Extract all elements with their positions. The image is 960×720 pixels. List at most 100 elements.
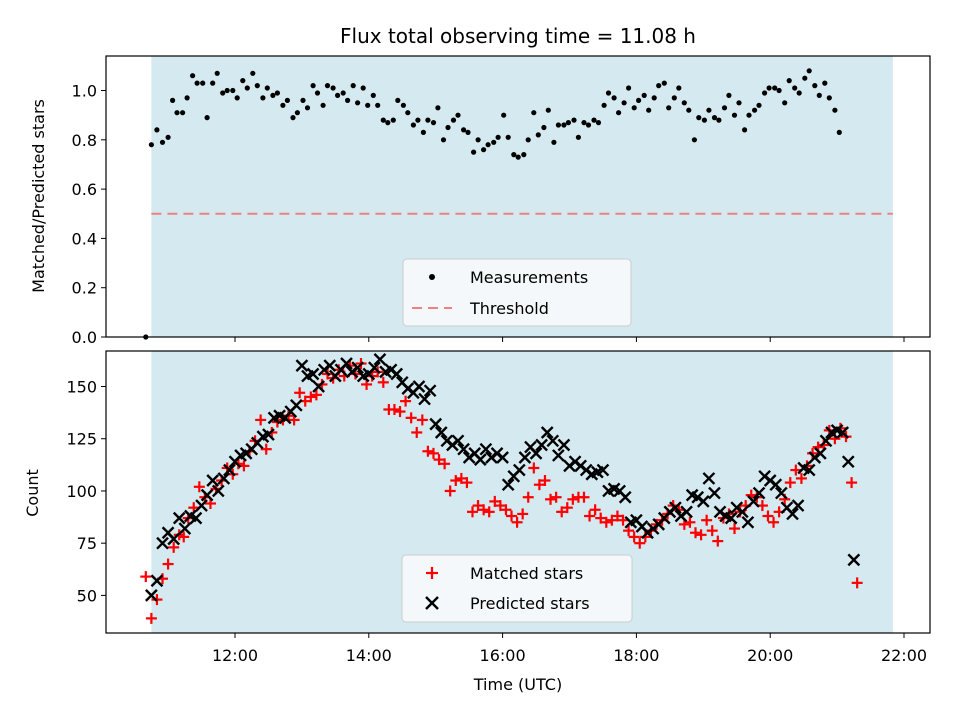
- measurement-point: [742, 127, 748, 133]
- predicted-star-point: [206, 474, 220, 487]
- predicted-star-point-b: [323, 359, 337, 372]
- predicted-star-point: [457, 442, 470, 456]
- legend-matched-marker: [426, 567, 438, 579]
- matched-star-point: [807, 447, 819, 459]
- predicted-star-points: [145, 353, 861, 602]
- predicted-star-point: [473, 453, 487, 466]
- bottom-y-tick-label: 125: [66, 430, 97, 449]
- measurement-point: [691, 137, 698, 143]
- predicted-star-point: [702, 472, 716, 485]
- measurement-point: [571, 117, 577, 123]
- predicted-star-point: [814, 447, 827, 460]
- predicted-star-point-b: [423, 384, 437, 398]
- predicted-star-point: [769, 478, 783, 492]
- predicted-star-point: [680, 505, 693, 519]
- legend-matched-label: Matched stars: [470, 564, 583, 583]
- predicted-star-point: [289, 398, 303, 412]
- measurement-point: [686, 107, 692, 113]
- matched-star-point: [533, 479, 545, 491]
- predicted-star-point-b: [273, 409, 286, 423]
- measurement-point: [330, 85, 336, 91]
- measurement-point: [832, 107, 838, 113]
- measurement-point: [224, 87, 230, 94]
- predicted-star-point-b: [741, 515, 755, 529]
- bottom-x-tick-label: 18:00: [613, 646, 659, 665]
- bottom-x-tick-label: 22:00: [881, 646, 927, 665]
- measurement-point: [170, 97, 176, 103]
- predicted-star-point-b: [836, 426, 850, 439]
- matched-star-point: [427, 447, 439, 459]
- predicted-star-point-b: [635, 520, 649, 533]
- bottom-y-axis-label: Count: [23, 469, 42, 517]
- predicted-star-point-b: [223, 463, 236, 477]
- predicted-star-point-b: [479, 442, 493, 456]
- bottom-y-tick-label: 50: [77, 586, 97, 605]
- matched-star-point: [517, 508, 529, 520]
- measurement-point: [324, 83, 331, 89]
- predicted-star-point: [451, 434, 465, 448]
- bottom-x-tick-label: 14:00: [346, 646, 392, 665]
- matched-star-point: [494, 500, 506, 512]
- matched-star-point: [628, 531, 640, 543]
- predicted-star-point-b: [351, 361, 364, 375]
- measurement-point: [180, 110, 186, 116]
- top-legend: Measurements Threshold: [402, 258, 632, 327]
- measurement-point: [270, 92, 276, 98]
- measurement-point: [661, 80, 667, 86]
- matched-star-point: [550, 491, 562, 503]
- matched-star-point: [712, 535, 724, 547]
- matched-star-point: [466, 506, 478, 518]
- predicted-star-point-b: [607, 482, 621, 496]
- predicted-star-point: [390, 367, 404, 381]
- measurement-point: [400, 102, 406, 108]
- predicted-star-point-b: [780, 501, 794, 515]
- measurement-point: [491, 139, 497, 145]
- matched-star-point: [695, 529, 707, 541]
- measurement-point: [471, 149, 477, 155]
- predicted-star-point-b: [368, 361, 381, 375]
- matched-star-point: [500, 504, 512, 516]
- bottom-x-tick-label: 20:00: [747, 646, 793, 665]
- measurement-point: [465, 129, 471, 135]
- matched-star-point: [450, 475, 462, 487]
- matched-star-point: [784, 477, 796, 489]
- measurement-point: [435, 105, 441, 111]
- measurement-point: [481, 147, 487, 153]
- bottom-legend: Matched stars Predicted stars: [401, 554, 633, 623]
- predicted-star-point-b: [618, 490, 632, 504]
- matched-star-point: [623, 525, 635, 537]
- measurement-point: [681, 100, 687, 106]
- matched-star-point: [168, 541, 180, 553]
- predicted-star-point-b: [630, 513, 643, 527]
- predicted-star-point: [306, 367, 320, 381]
- matched-star-point: [639, 531, 651, 543]
- measurement-point: [671, 95, 677, 101]
- matched-star-point: [561, 502, 573, 514]
- predicted-star-point-b: [161, 526, 175, 540]
- legend-predicted-label: Predicted stars: [470, 594, 590, 613]
- predicted-star-point: [786, 507, 799, 521]
- matched-star-point: [606, 514, 618, 526]
- predicted-star-point-b: [501, 478, 515, 492]
- predicted-star-point-b: [702, 472, 716, 485]
- matched-star-point: [634, 537, 646, 549]
- predicted-star-point: [496, 451, 509, 464]
- measurement-point: [585, 122, 592, 128]
- measurement-point: [616, 110, 622, 116]
- predicted-star-point-b: [178, 522, 192, 535]
- measurement-point: [390, 117, 396, 123]
- predicted-star-point-b: [289, 398, 303, 412]
- matched-star-point: [472, 500, 484, 512]
- measurement-point: [786, 78, 792, 84]
- legend-measurements-marker: [429, 274, 435, 280]
- measurement-point: [260, 95, 266, 101]
- predicted-star-point-b: [719, 509, 732, 523]
- measurement-point: [335, 92, 341, 98]
- measurement-point: [545, 107, 551, 113]
- measurement-point: [605, 90, 612, 96]
- predicted-star-point: [429, 417, 443, 431]
- predicted-star-point-b: [696, 495, 710, 508]
- bottom-legend-box: [401, 554, 633, 623]
- measurement-point: [776, 87, 782, 94]
- measurement-point: [816, 92, 822, 98]
